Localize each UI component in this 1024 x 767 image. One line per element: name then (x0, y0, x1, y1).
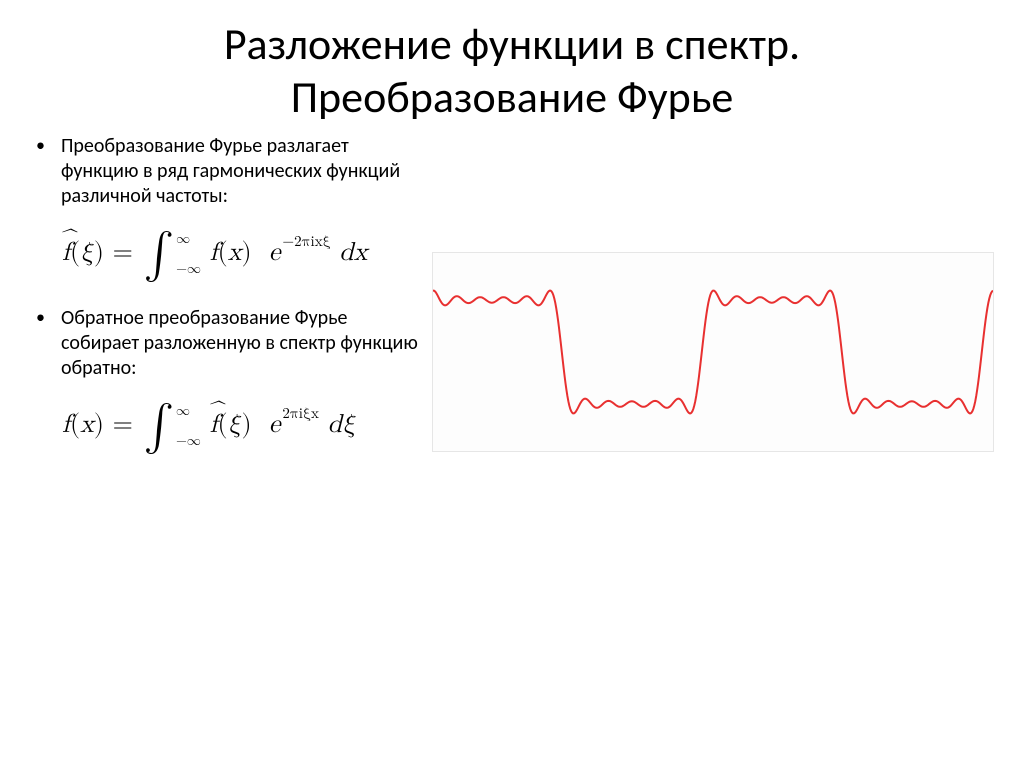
bullet-dot-icon: • (36, 306, 45, 329)
e-base: e (269, 240, 281, 266)
left-column: • Преобразование Фурье разлагает функцию… (30, 134, 422, 478)
exp-inverse: 2πiξx (282, 406, 319, 421)
integral-icon: ∫ (143, 227, 174, 282)
int-upper-2: ∞ (176, 404, 201, 418)
slide-title: Разложение функции в спектр. Преобразова… (0, 0, 1024, 134)
formula-forward-math: f(ξ) = ∫∞−∞ f(x) e−2πixξ dx (62, 240, 367, 266)
bullet-2-text: Обратное преобразование Фурье собирает р… (61, 306, 422, 381)
bullet-dot-icon: • (36, 134, 45, 157)
f-var: f (62, 412, 70, 438)
integrand-f: f (210, 240, 218, 266)
xi-arg-2: ξ (228, 412, 242, 438)
formula-inverse: f(x) = ∫∞−∞ f(ξ) e2πiξx dξ (30, 389, 422, 478)
bullet-1: • Преобразование Фурье разлагает функцию… (30, 134, 422, 209)
int-lower: −∞ (176, 262, 201, 276)
f-hat-2: f (210, 410, 218, 441)
exp-forward: −2πixξ (282, 234, 330, 249)
wave-svg (433, 253, 993, 451)
formula-inverse-math: f(x) = ∫∞−∞ f(ξ) e2πiξx dξ (62, 412, 356, 438)
dxi: dξ (328, 412, 356, 438)
integrand-x: x (228, 240, 242, 266)
title-line-1: Разложение функции в спектр. (224, 17, 800, 71)
right-column (422, 134, 994, 478)
bullet-2: • Обратное преобразование Фурье собирает… (30, 306, 422, 381)
integral-icon: ∫ (143, 399, 174, 454)
content-area: • Преобразование Фурье разлагает функцию… (0, 134, 1024, 478)
bullet-1-text: Преобразование Фурье разлагает функцию в… (61, 134, 422, 209)
xi-arg: ξ (80, 240, 94, 266)
title-line-2: Преобразование Фурье (291, 70, 734, 124)
int-lower-2: −∞ (176, 434, 201, 448)
wave-path (433, 290, 993, 413)
dx: dx (339, 240, 367, 266)
int-limits-2: ∞−∞ (176, 412, 201, 440)
int-upper: ∞ (176, 232, 201, 246)
fourier-wave-chart (432, 252, 994, 452)
slide: Разложение функции в спектр. Преобразова… (0, 0, 1024, 767)
int-limits: ∞−∞ (176, 240, 201, 268)
f-hat: f (62, 238, 70, 269)
formula-forward: f(ξ) = ∫∞−∞ f(x) e−2πixξ dx (30, 217, 422, 306)
e-base-2: e (269, 412, 281, 438)
x-arg: x (80, 412, 94, 438)
